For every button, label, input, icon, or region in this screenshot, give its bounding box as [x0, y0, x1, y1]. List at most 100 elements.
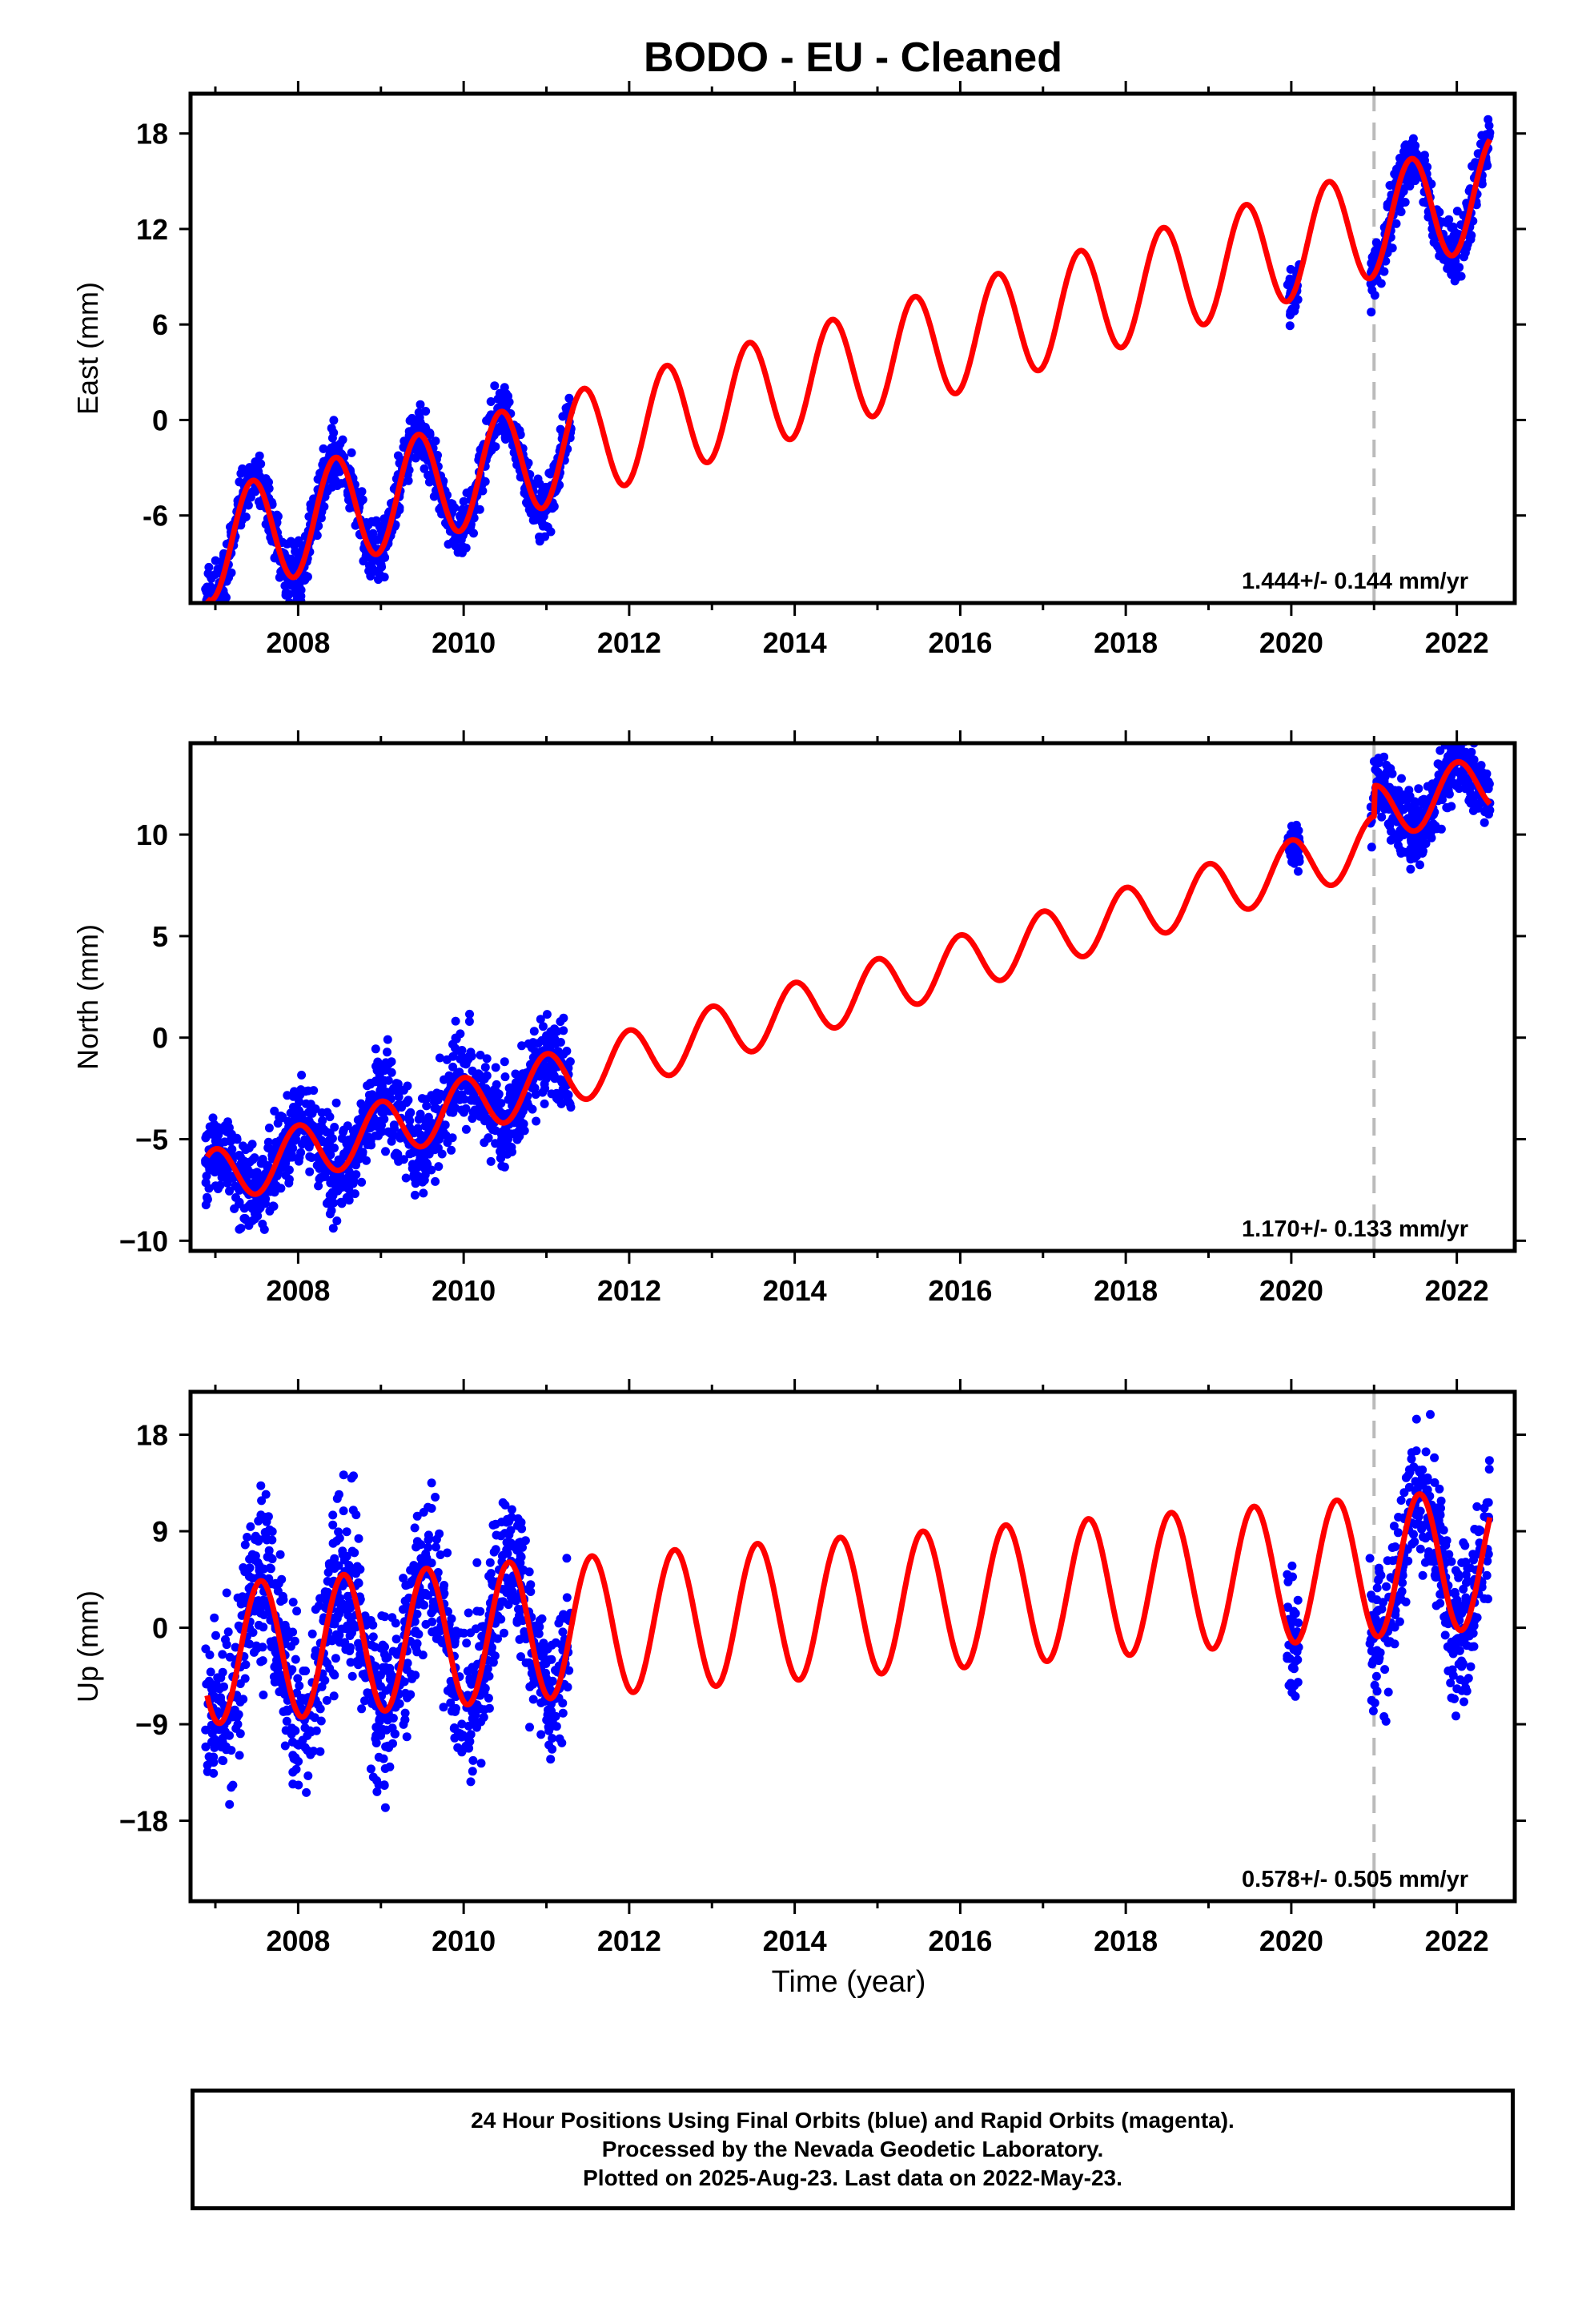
north-frame: [188, 741, 1517, 1253]
north-data-point: [276, 1184, 286, 1193]
east-data-point: [319, 444, 328, 453]
up-data-point: [402, 1732, 412, 1742]
up-data-point: [222, 1588, 231, 1598]
up-data-point: [372, 1787, 382, 1796]
north-data-point: [1470, 791, 1480, 801]
north-data-point: [548, 1066, 557, 1075]
east-data-point: [1443, 263, 1452, 272]
up-xtick-label: 2012: [597, 1924, 661, 1957]
north-data-point: [500, 1057, 509, 1067]
up-data-point: [1430, 1478, 1439, 1487]
up-data-point: [311, 1726, 321, 1735]
north-data-point: [223, 1178, 232, 1188]
north-data-point: [530, 1084, 540, 1093]
up-data-point: [1380, 1665, 1390, 1675]
up-data-point: [241, 1660, 251, 1670]
north-data-point: [314, 1181, 323, 1191]
up-data-point: [484, 1694, 493, 1703]
up-data-point: [328, 1538, 338, 1548]
east-data-point: [316, 513, 326, 521]
up-data-point: [1420, 1558, 1430, 1567]
north-data-point: [479, 1073, 488, 1083]
north-data-point: [406, 1108, 416, 1117]
up-data-point: [516, 1652, 525, 1662]
north-data-point: [247, 1216, 257, 1225]
north-data-point: [518, 1107, 528, 1116]
north-data-point: [432, 1104, 442, 1114]
east-data-point: [1379, 267, 1389, 276]
up-data-point: [316, 1716, 326, 1726]
north-data-point: [297, 1110, 307, 1120]
up-data-point: [1484, 1465, 1494, 1474]
north-ytick-label: 10: [136, 818, 168, 851]
up-ytick-label: −9: [135, 1708, 168, 1741]
up-data-point: [424, 1502, 432, 1512]
north-data-point: [529, 1027, 539, 1036]
up-data-point: [516, 1552, 526, 1562]
up-data-point: [432, 1542, 440, 1552]
up-data-point: [315, 1747, 325, 1756]
up-data-point: [1285, 1654, 1295, 1663]
up-data-point: [1395, 1617, 1404, 1626]
north-data-point: [1382, 760, 1391, 770]
up-data-point: [1396, 1496, 1406, 1505]
up-xtick-label: 2014: [763, 1924, 827, 1957]
east-data-point: [457, 548, 467, 557]
north-data-point: [436, 1092, 446, 1101]
north-data-point: [432, 1143, 440, 1152]
up-data-point: [1470, 1525, 1480, 1534]
up-data-point: [235, 1751, 244, 1760]
north-data-point: [1480, 818, 1489, 827]
up-data-point: [551, 1711, 560, 1721]
up-data-point: [383, 1741, 392, 1751]
up-data-point: [544, 1723, 553, 1732]
north-data-point: [1404, 786, 1414, 795]
east-data-point: [296, 585, 306, 595]
north-data-point: [1428, 784, 1438, 794]
north-data-point: [420, 1170, 430, 1180]
east-data-point: [415, 412, 424, 422]
up-data-point: [256, 1510, 266, 1520]
up-data-point: [374, 1780, 383, 1790]
north-data-point: [448, 1062, 458, 1072]
up-data-point: [1469, 1642, 1479, 1651]
north-data-point: [437, 1149, 447, 1159]
up-data-point: [1461, 1558, 1471, 1567]
up-data-point: [507, 1513, 516, 1522]
up-data-point: [412, 1511, 422, 1521]
up-data-point: [206, 1667, 215, 1677]
up-data-point: [1450, 1694, 1459, 1703]
up-data-point: [462, 1638, 472, 1648]
north-data-point: [405, 1149, 415, 1159]
east-data-point: [245, 463, 255, 472]
up-data-point: [513, 1521, 522, 1530]
up-data-point: [386, 1671, 396, 1681]
up-data-point: [225, 1799, 235, 1809]
up-data-point: [1398, 1570, 1407, 1580]
east-data-point: [334, 444, 343, 454]
east-data-point: [255, 451, 264, 460]
up-data-point: [351, 1510, 361, 1520]
east-data-point: [1428, 231, 1437, 240]
east-data-point: [304, 512, 314, 521]
north-ytick-label: 5: [152, 920, 168, 953]
north-data-point: [1443, 728, 1452, 737]
footer-line-1: 24 Hour Positions Using Final Orbits (bl…: [471, 2108, 1235, 2133]
up-data-point: [526, 1580, 536, 1590]
north-data-point: [1451, 728, 1460, 737]
north-data-point: [391, 1086, 401, 1096]
up-data-point: [515, 1634, 524, 1644]
north-data-point: [226, 1137, 235, 1146]
north-data-point: [389, 1120, 399, 1130]
north-data-point: [295, 1097, 304, 1107]
up-data-point: [251, 1551, 260, 1561]
up-data-point: [524, 1567, 534, 1577]
north-data-point: [411, 1179, 420, 1188]
up-data-point: [367, 1699, 377, 1708]
north-xtick-label: 2018: [1094, 1274, 1158, 1307]
north-data-point: [343, 1146, 352, 1155]
up-data-point: [502, 1545, 512, 1554]
east-frame: [188, 91, 1517, 605]
up-data-point: [368, 1772, 378, 1782]
